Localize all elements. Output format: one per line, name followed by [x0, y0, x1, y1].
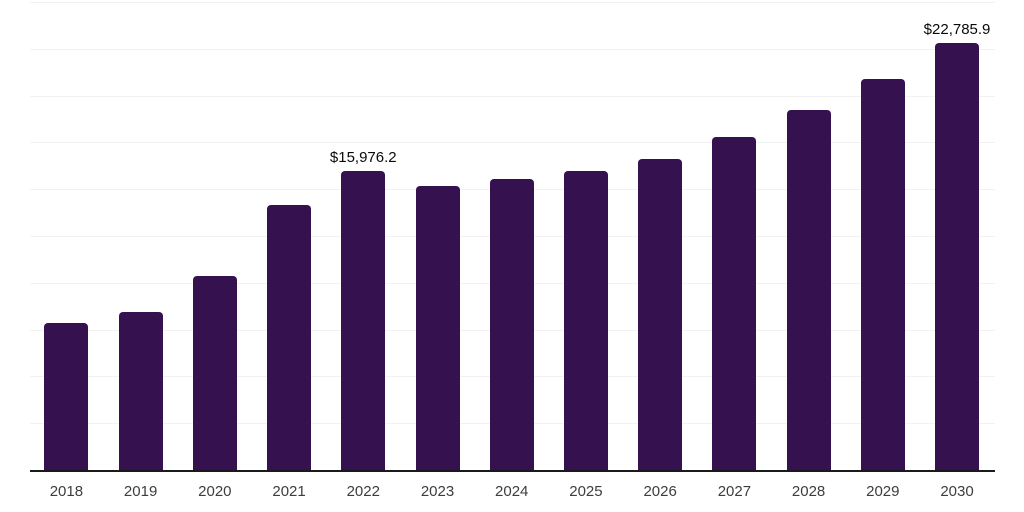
- x-tick-2030: 2030: [940, 483, 974, 500]
- x-tick-2025: 2025: [569, 483, 603, 500]
- bar-2024[interactable]: [489, 178, 534, 470]
- x-tick-2020: 2020: [198, 483, 232, 500]
- x-tick-2029: 2029: [866, 483, 900, 500]
- bar-2020[interactable]: [192, 275, 237, 470]
- value-label-2030: $22,785.9: [923, 21, 991, 39]
- bar-2022[interactable]: [341, 170, 386, 470]
- bar-2023[interactable]: [415, 185, 460, 470]
- x-tick-2027: 2027: [717, 483, 752, 500]
- x-axis-line: [30, 470, 995, 472]
- x-tick-2024: 2024: [495, 483, 529, 500]
- x-tick-2019: 2019: [123, 483, 158, 500]
- bar-2019[interactable]: [118, 312, 163, 470]
- gridline-17500: [30, 142, 995, 144]
- bar-2029[interactable]: [860, 78, 905, 470]
- x-tick-2023: 2023: [420, 483, 455, 500]
- plot-area: $15,976.2 $22,785.9: [30, 2, 995, 470]
- gridline-22500: [30, 48, 995, 50]
- bar-2021[interactable]: [267, 204, 312, 470]
- value-label-2022: $15,976.2: [329, 148, 397, 166]
- bar-2028[interactable]: [786, 109, 831, 470]
- bar-2027[interactable]: [712, 136, 757, 470]
- x-tick-2022: 2022: [346, 483, 380, 500]
- x-tick-2028: 2028: [791, 483, 826, 500]
- x-tick-2018: 2018: [49, 483, 84, 500]
- bar-2026[interactable]: [638, 158, 683, 470]
- bar-2018[interactable]: [44, 323, 89, 470]
- bar-2025[interactable]: [563, 170, 608, 470]
- bar-2030[interactable]: [935, 43, 980, 470]
- gridline-20000: [30, 95, 995, 97]
- gridline-25000: [30, 2, 995, 3]
- x-tick-2026: 2026: [643, 483, 677, 500]
- x-tick-2021: 2021: [272, 483, 306, 500]
